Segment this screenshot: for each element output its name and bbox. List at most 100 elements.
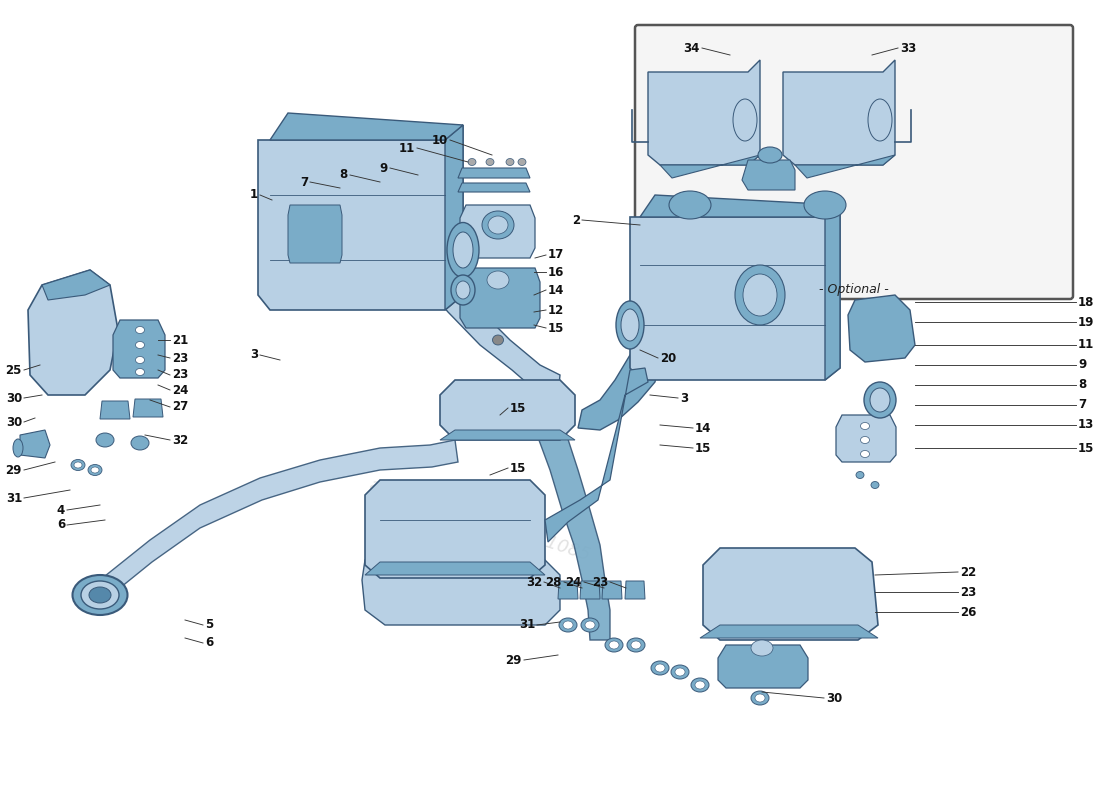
Text: 16: 16 — [548, 266, 564, 278]
Polygon shape — [742, 160, 795, 190]
Polygon shape — [630, 205, 840, 380]
Polygon shape — [100, 440, 458, 600]
Ellipse shape — [695, 681, 705, 689]
Text: 5: 5 — [205, 618, 213, 631]
Ellipse shape — [13, 439, 23, 457]
Text: 15: 15 — [548, 322, 564, 334]
Polygon shape — [460, 268, 540, 328]
Text: 7: 7 — [300, 175, 308, 189]
Ellipse shape — [135, 369, 144, 375]
Text: 28: 28 — [546, 575, 562, 589]
Polygon shape — [602, 581, 621, 599]
Text: 12: 12 — [548, 303, 564, 317]
Polygon shape — [446, 125, 463, 310]
Ellipse shape — [691, 678, 710, 692]
Text: 21: 21 — [172, 334, 188, 346]
Ellipse shape — [451, 275, 475, 305]
Text: 9: 9 — [379, 162, 388, 174]
Text: 3: 3 — [680, 391, 689, 405]
Text: 34: 34 — [683, 42, 700, 54]
Ellipse shape — [621, 309, 639, 341]
Ellipse shape — [447, 222, 478, 278]
Polygon shape — [648, 60, 760, 165]
Text: 23: 23 — [172, 351, 188, 365]
Polygon shape — [783, 60, 895, 165]
Ellipse shape — [742, 274, 777, 316]
Ellipse shape — [585, 621, 595, 629]
Polygon shape — [458, 168, 530, 178]
Polygon shape — [848, 295, 915, 362]
Ellipse shape — [135, 326, 144, 334]
Polygon shape — [100, 401, 130, 419]
Ellipse shape — [616, 301, 644, 349]
Ellipse shape — [751, 691, 769, 705]
Text: 11: 11 — [398, 142, 415, 154]
Ellipse shape — [486, 158, 494, 166]
Text: 32: 32 — [172, 434, 188, 446]
Polygon shape — [558, 581, 578, 599]
Ellipse shape — [675, 668, 685, 676]
Polygon shape — [440, 380, 575, 440]
Text: 33: 33 — [900, 42, 916, 54]
Text: 6: 6 — [205, 637, 213, 650]
Text: 23: 23 — [592, 575, 608, 589]
Polygon shape — [718, 645, 808, 688]
Polygon shape — [365, 480, 544, 578]
Ellipse shape — [758, 147, 782, 163]
Text: 27: 27 — [172, 401, 188, 414]
Polygon shape — [836, 415, 896, 462]
Text: 8: 8 — [1078, 378, 1087, 391]
Text: 11: 11 — [1078, 338, 1094, 351]
Polygon shape — [362, 560, 560, 625]
Polygon shape — [460, 205, 535, 258]
Text: 20: 20 — [660, 351, 676, 365]
Ellipse shape — [493, 335, 504, 345]
Polygon shape — [640, 195, 840, 217]
Polygon shape — [625, 581, 645, 599]
Ellipse shape — [609, 641, 619, 649]
Text: 31: 31 — [519, 618, 535, 631]
Polygon shape — [42, 270, 110, 300]
Polygon shape — [578, 355, 660, 430]
Text: 32: 32 — [526, 575, 542, 589]
Text: 24: 24 — [565, 575, 582, 589]
Text: 30: 30 — [6, 391, 22, 405]
Ellipse shape — [96, 433, 114, 447]
Polygon shape — [28, 270, 118, 395]
Ellipse shape — [453, 232, 473, 268]
Ellipse shape — [860, 437, 869, 443]
Ellipse shape — [456, 281, 470, 299]
Text: 19: 19 — [1078, 315, 1094, 329]
Text: 6: 6 — [57, 518, 65, 531]
Ellipse shape — [755, 694, 764, 702]
Text: 7: 7 — [1078, 398, 1086, 411]
Text: 15: 15 — [695, 442, 712, 454]
Ellipse shape — [868, 99, 892, 141]
Ellipse shape — [871, 482, 879, 489]
Polygon shape — [660, 155, 760, 178]
Ellipse shape — [518, 158, 526, 166]
Ellipse shape — [73, 575, 128, 615]
Polygon shape — [20, 430, 50, 458]
Text: 13: 13 — [1078, 418, 1094, 431]
Text: 17: 17 — [548, 249, 564, 262]
Ellipse shape — [89, 587, 111, 603]
Text: 3: 3 — [250, 349, 258, 362]
Polygon shape — [440, 430, 575, 440]
Text: 31: 31 — [6, 491, 22, 505]
Text: 2: 2 — [572, 214, 580, 226]
Ellipse shape — [804, 191, 846, 219]
Ellipse shape — [488, 216, 508, 234]
Polygon shape — [703, 548, 878, 640]
Ellipse shape — [751, 640, 773, 656]
Ellipse shape — [654, 664, 666, 672]
Text: 8: 8 — [340, 169, 348, 182]
Ellipse shape — [72, 459, 85, 470]
Text: 30: 30 — [826, 691, 843, 705]
Ellipse shape — [482, 211, 514, 239]
Polygon shape — [425, 280, 560, 395]
Text: 23: 23 — [960, 586, 977, 598]
Ellipse shape — [74, 462, 82, 468]
Polygon shape — [795, 155, 895, 178]
Ellipse shape — [559, 618, 578, 632]
